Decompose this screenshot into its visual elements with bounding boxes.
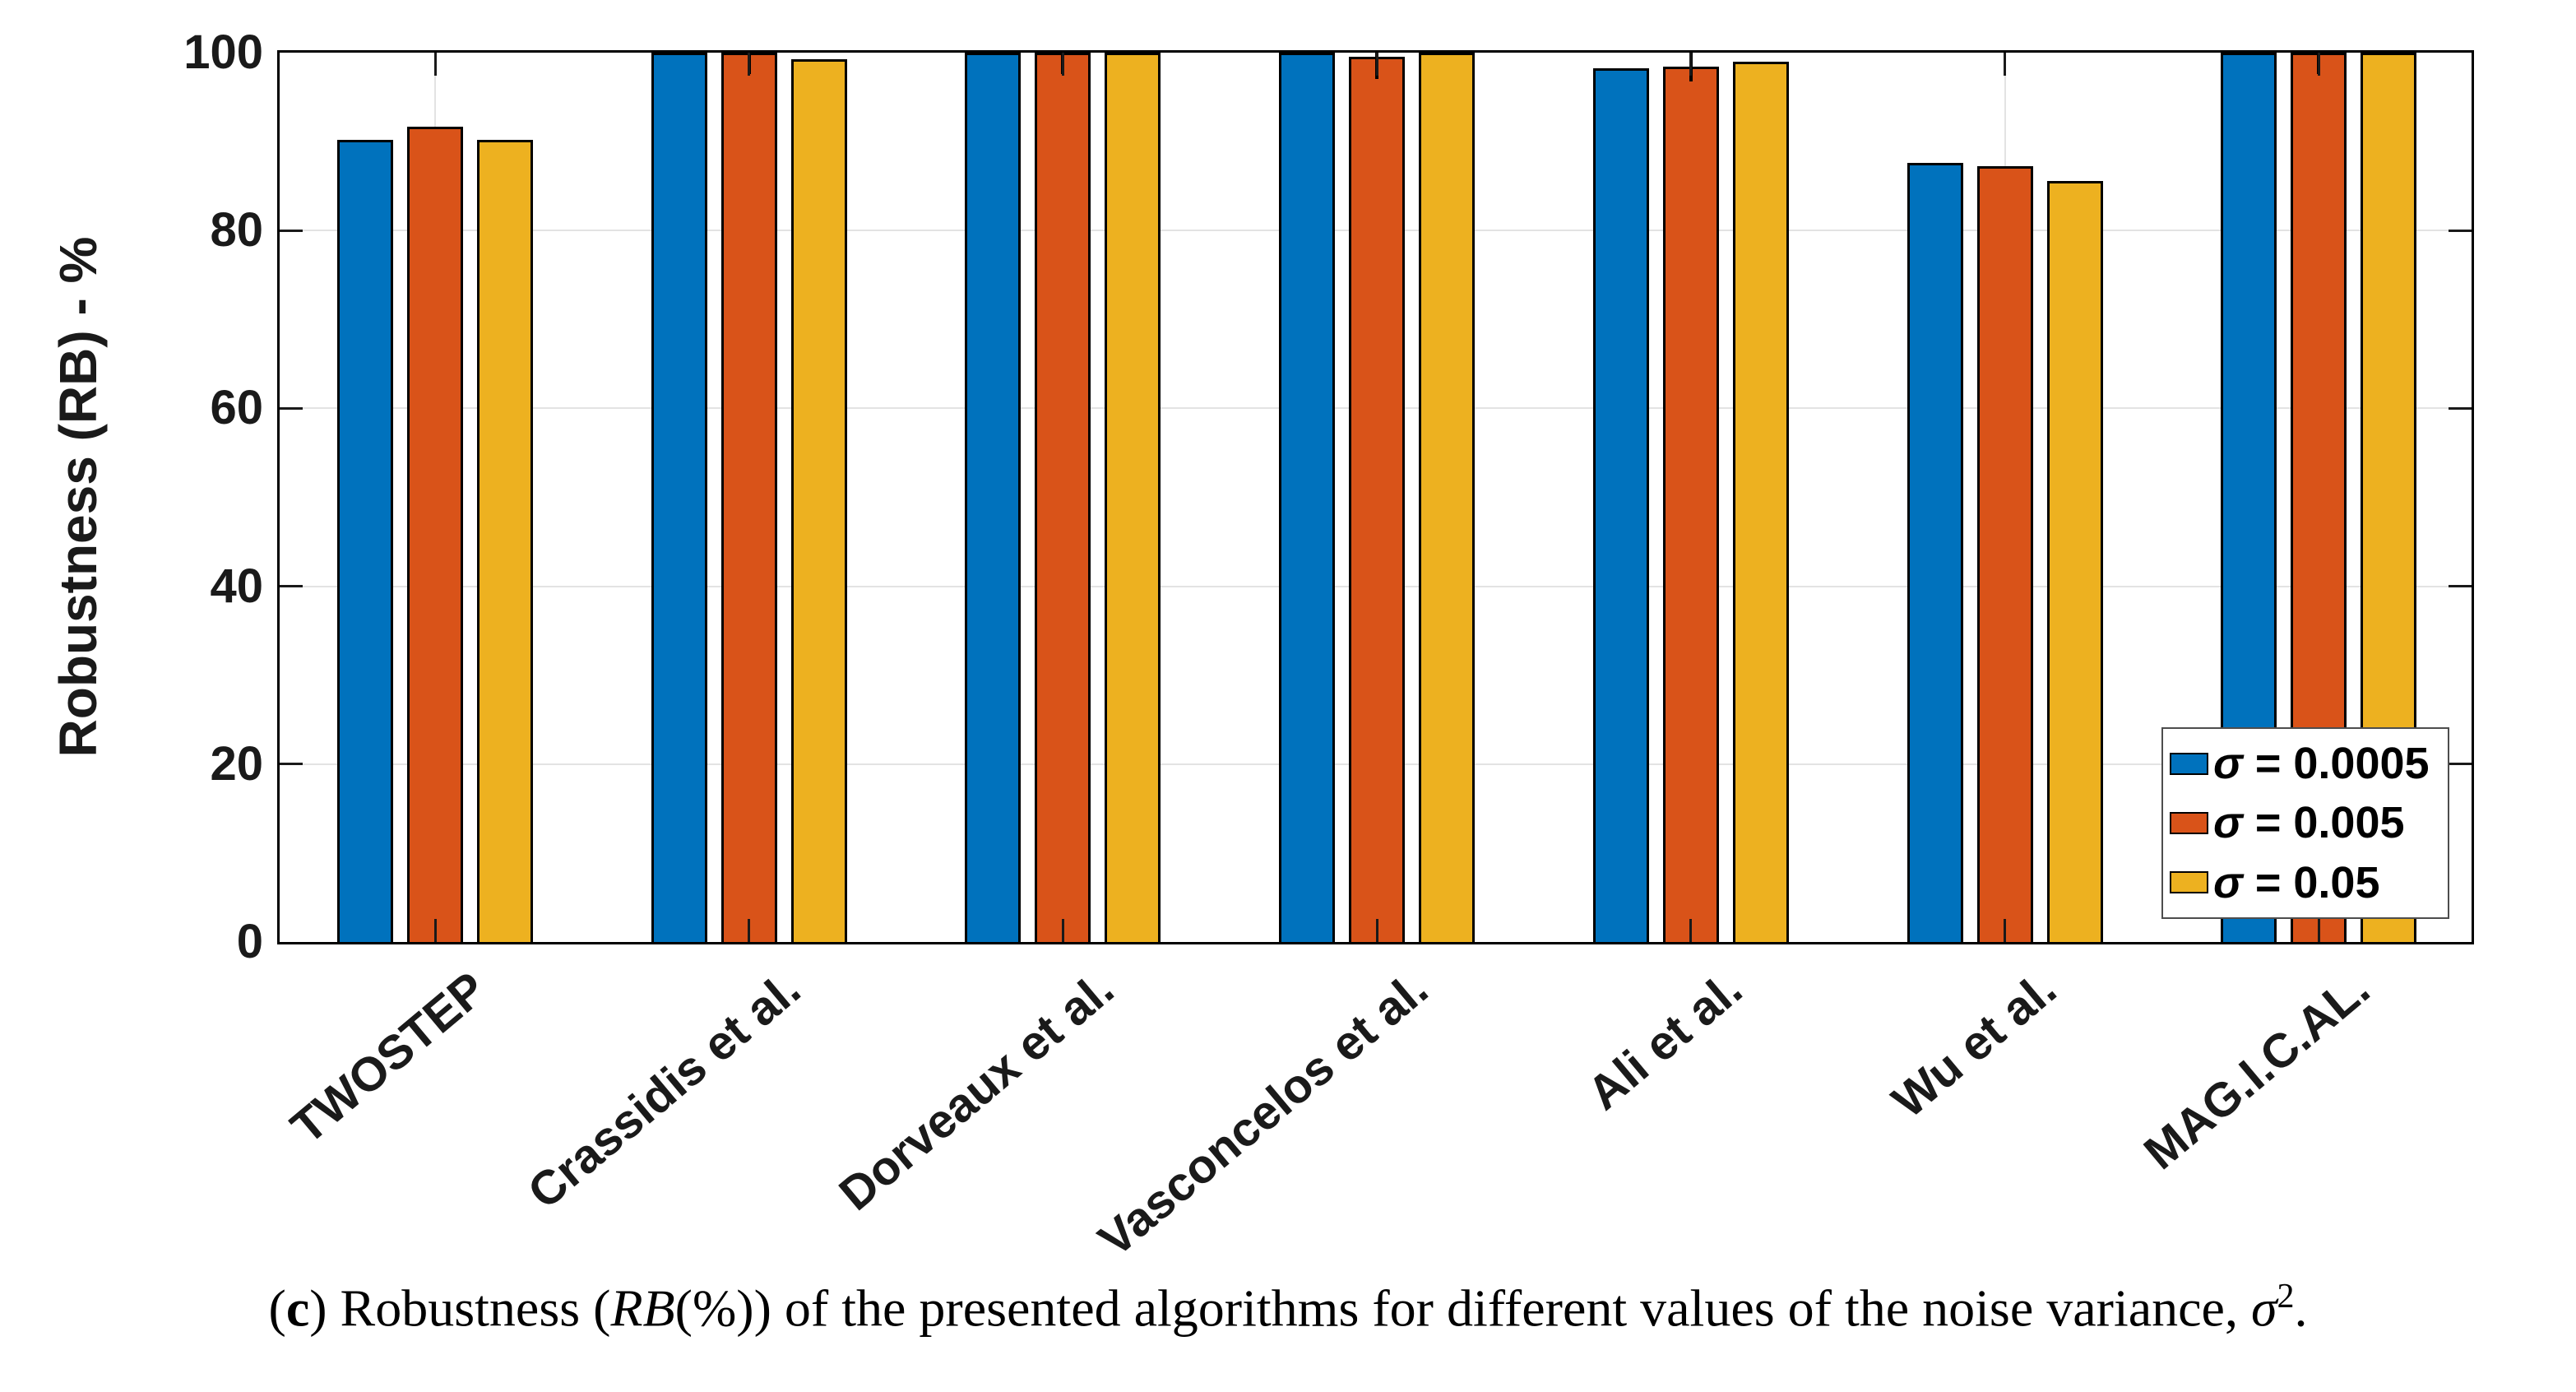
x-axis-tick	[1689, 919, 1693, 942]
legend-swatch	[2170, 752, 2208, 775]
legend-value: = 0.0005	[2242, 739, 2430, 789]
x-axis-tick	[1061, 919, 1064, 942]
x-axis-tick	[1375, 53, 1378, 76]
caption-period: .	[2294, 1278, 2308, 1338]
x-category-label: Crassidis et al.	[517, 961, 810, 1219]
caption-open: (	[268, 1278, 286, 1338]
bar	[1592, 68, 1649, 942]
x-category-label: Dorveaux et al.	[829, 961, 1124, 1221]
x-axis-tick	[748, 53, 751, 76]
caption-sigma: σ	[2250, 1278, 2277, 1338]
legend-entry: σ = 0.005	[2170, 800, 2441, 845]
y-axis-tick	[280, 406, 303, 410]
caption-middle: (%)) of the presented algorithms for dif…	[674, 1278, 2251, 1338]
x-axis-tick	[2004, 53, 2006, 76]
caption-letter: c	[285, 1278, 310, 1338]
bar	[1349, 57, 1406, 942]
legend-label: σ = 0.0005	[2213, 741, 2430, 786]
legend-value: = 0.05	[2242, 857, 2380, 907]
x-category-label: Vasconcelos et al.	[1088, 961, 1439, 1267]
plot-area	[277, 50, 2474, 944]
legend-value: = 0.005	[2242, 798, 2405, 848]
caption-rb: RB	[610, 1278, 675, 1338]
caption-exponent: 2	[2277, 1278, 2295, 1315]
y-tick-label: 80	[210, 203, 263, 258]
bar	[1035, 53, 1091, 942]
sigma-symbol: σ	[2213, 857, 2243, 907]
caption-after-c: ) Robustness (	[309, 1278, 611, 1338]
legend: σ = 0.0005 σ = 0.005 σ = 0.05	[2161, 727, 2449, 919]
y-tick-label: 40	[210, 559, 263, 613]
y-tick-label: 60	[210, 381, 263, 435]
x-axis-tick	[2317, 919, 2320, 942]
bar	[720, 53, 777, 942]
y-axis-tick	[2449, 763, 2472, 766]
x-category-label: Wu et al.	[1882, 961, 2066, 1129]
x-axis-tick	[2317, 53, 2320, 76]
legend-label: σ = 0.005	[2213, 800, 2405, 845]
y-axis-label: Robustness (RB) - %	[49, 236, 108, 758]
sigma-symbol: σ	[2213, 798, 2243, 848]
legend-entry: σ = 0.05	[2170, 861, 2441, 905]
bar	[651, 53, 707, 942]
bar	[965, 53, 1022, 942]
bar	[477, 140, 533, 942]
y-axis-tick	[2449, 585, 2472, 588]
figure-caption: (c) Robustness (RB(%)) of the presented …	[0, 1277, 2576, 1339]
y-axis-tick	[280, 763, 303, 766]
bar	[337, 140, 393, 942]
y-axis-tick	[280, 585, 303, 588]
x-category-label: MAG.I.C.AL.	[2134, 961, 2380, 1181]
x-axis-tick	[433, 53, 437, 76]
x-axis-tick	[2004, 919, 2006, 942]
bar	[407, 127, 463, 942]
bar	[1662, 67, 1719, 942]
y-axis-tick	[2449, 406, 2472, 410]
bar	[1976, 166, 2033, 942]
legend-swatch	[2170, 871, 2208, 894]
sigma-symbol: σ	[2213, 739, 2243, 789]
y-tick-label: 100	[183, 26, 263, 79]
bar	[1907, 163, 1963, 942]
x-axis-tick	[1061, 53, 1064, 76]
y-tick-label: 0	[236, 915, 263, 968]
x-axis-tick	[748, 919, 751, 942]
x-axis-tick	[1375, 919, 1378, 942]
y-tick-label: 20	[210, 736, 263, 791]
x-axis-tick	[433, 919, 437, 942]
y-axis-tick	[280, 229, 303, 232]
legend-entry: σ = 0.0005	[2170, 741, 2441, 786]
legend-swatch	[2170, 811, 2208, 834]
x-category-label: TWOSTEP	[280, 961, 497, 1155]
bar	[1105, 53, 1161, 942]
bar	[1279, 53, 1336, 942]
bar	[1419, 53, 1476, 942]
x-axis-tick	[1689, 53, 1693, 76]
y-axis-tick	[2449, 229, 2472, 232]
bar	[790, 59, 847, 942]
x-category-label: Ali et al.	[1577, 961, 1753, 1121]
legend-label: σ = 0.05	[2213, 861, 2379, 905]
bar	[1732, 62, 1789, 942]
bar	[2046, 181, 2103, 942]
